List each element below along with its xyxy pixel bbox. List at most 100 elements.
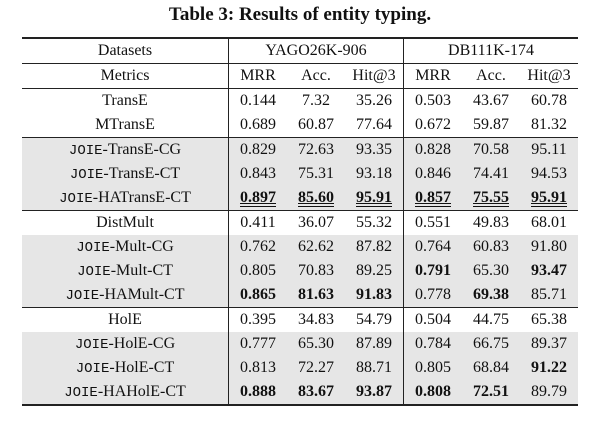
value: 0.778	[415, 286, 451, 303]
value-cell: 68.01	[520, 210, 578, 235]
value-cell: 65.30	[287, 332, 345, 356]
table-row: MTransE 0.689 60.87 77.64 0.672 59.87 81.32	[22, 113, 578, 138]
value-cell: 95.11	[520, 137, 578, 162]
value: 0.551	[415, 214, 451, 231]
value-cell: 93.35	[345, 137, 404, 162]
value-cell: 85.71	[520, 283, 578, 308]
value: 72.27	[298, 359, 334, 376]
value-cell: 60.78	[520, 88, 578, 113]
value-cell: 72.51	[462, 380, 520, 406]
value-cell: 36.07	[287, 210, 345, 235]
value: 70.83	[298, 262, 334, 279]
method-name: -TransE-CT	[103, 165, 181, 182]
value-cell: 54.79	[345, 307, 404, 332]
value-cell: 94.53	[520, 162, 578, 186]
method-name: HolE	[108, 311, 142, 328]
method-cell: JOIE-HATransE-CT	[22, 186, 229, 211]
value-cell: 0.777	[228, 332, 287, 356]
value-cell: 0.846	[403, 162, 462, 186]
value-cell: 87.82	[345, 235, 404, 259]
table-row: HolE 0.395 34.83 54.79 0.504 44.75 65.38	[22, 307, 578, 332]
header-cell: Metrics	[22, 63, 229, 89]
metric-header: Acc.	[287, 63, 345, 89]
method-name: -Mult-CG	[109, 238, 174, 255]
value-cell: 0.805	[228, 259, 287, 283]
value: 65.30	[473, 262, 509, 279]
value: 91.83	[356, 286, 392, 303]
value-cell: 60.87	[287, 113, 345, 138]
method-prefix: JOIE	[68, 143, 103, 159]
value: 60.87	[298, 116, 334, 133]
value: 87.89	[356, 335, 392, 352]
value-cell: 95.91	[520, 186, 578, 211]
value: 94.53	[531, 165, 567, 182]
value: 0.805	[415, 359, 451, 376]
value: 91.22	[531, 359, 567, 376]
value: 59.87	[473, 116, 509, 133]
metric-header: Hit@3	[345, 63, 404, 89]
value-cell: 0.813	[228, 356, 287, 380]
method-name: TransE	[102, 92, 148, 109]
value-cell: 0.778	[403, 283, 462, 308]
value-cell: 0.395	[228, 307, 287, 332]
value: 0.395	[240, 311, 276, 328]
value: 0.144	[240, 92, 276, 109]
value: 0.411	[240, 214, 276, 231]
value: 7.32	[302, 92, 330, 109]
value: 0.784	[415, 335, 451, 352]
method-name: -HolE-CG	[108, 335, 176, 352]
value-cell: 0.784	[403, 332, 462, 356]
value-cell: 0.144	[228, 88, 287, 113]
value-cell: 70.58	[462, 137, 520, 162]
value: 0.808	[415, 383, 451, 400]
value-cell: 62.62	[287, 235, 345, 259]
value: 88.71	[356, 359, 392, 376]
method-name: DistMult	[96, 214, 154, 231]
value: 62.62	[298, 238, 334, 255]
value: 81.32	[531, 116, 567, 133]
value: 0.857	[415, 189, 451, 206]
value-cell: 70.83	[287, 259, 345, 283]
value: 0.843	[240, 165, 276, 182]
method-prefix: JOIE	[59, 191, 93, 207]
method-cell: JOIE-HolE-CG	[22, 332, 229, 356]
value-cell: 0.672	[403, 113, 462, 138]
table-row: JOIE-HAHolE-CT 0.888 83.67 93.87 0.808 72.51 8…	[22, 380, 578, 406]
value: 75.55	[473, 189, 509, 206]
dataset-header: YAGO26K-906	[228, 37, 404, 64]
value-cell: 0.764	[403, 235, 462, 259]
method-prefix: JOIE	[77, 264, 111, 280]
method-cell: JOIE-TransE-CG	[22, 137, 229, 162]
value: 35.26	[356, 92, 392, 109]
table-row: TransE 0.144 7.32 35.26 0.503 43.67 60.78	[22, 88, 578, 113]
value: 36.07	[298, 214, 334, 231]
value-cell: 35.26	[345, 88, 404, 113]
method-name: -HAMult-CT	[99, 286, 185, 303]
value: 43.67	[473, 92, 509, 109]
table-row: JOIE-HAMult-CT 0.865 81.63 91.83 0.778 69.38 8…	[22, 283, 578, 308]
value: 49.83	[473, 214, 509, 231]
value: 0.762	[240, 238, 276, 255]
results-table: Datasets YAGO26K-906 DB111K-174 Metrics MRR A…	[22, 37, 578, 406]
value-cell: 0.857	[403, 186, 462, 211]
value: 0.689	[240, 116, 276, 133]
value-cell: 0.843	[228, 162, 287, 186]
value: 83.67	[298, 383, 334, 400]
table-row: JOIE-TransE-CG 0.829 72.63 93.35 0.828 70.58 9…	[22, 137, 578, 162]
value: 72.51	[473, 383, 509, 400]
value: 0.504	[415, 311, 451, 328]
value-cell: 44.75	[462, 307, 520, 332]
method-prefix: JOIE	[69, 167, 104, 183]
value-cell: 65.38	[520, 307, 578, 332]
value: 0.777	[240, 335, 276, 352]
value: 85.71	[531, 286, 567, 303]
value-cell: 0.808	[403, 380, 462, 406]
method-name: MTransE	[95, 116, 155, 133]
value: 0.813	[240, 359, 276, 376]
method-cell: JOIE-Mult-CG	[22, 235, 229, 259]
value-cell: 87.89	[345, 332, 404, 356]
table-row: JOIE-HolE-CT 0.813 72.27 88.71 0.805 68.84 91.…	[22, 356, 578, 380]
value-cell: 72.63	[287, 137, 345, 162]
value: 81.63	[298, 286, 334, 303]
value-cell: 60.83	[462, 235, 520, 259]
